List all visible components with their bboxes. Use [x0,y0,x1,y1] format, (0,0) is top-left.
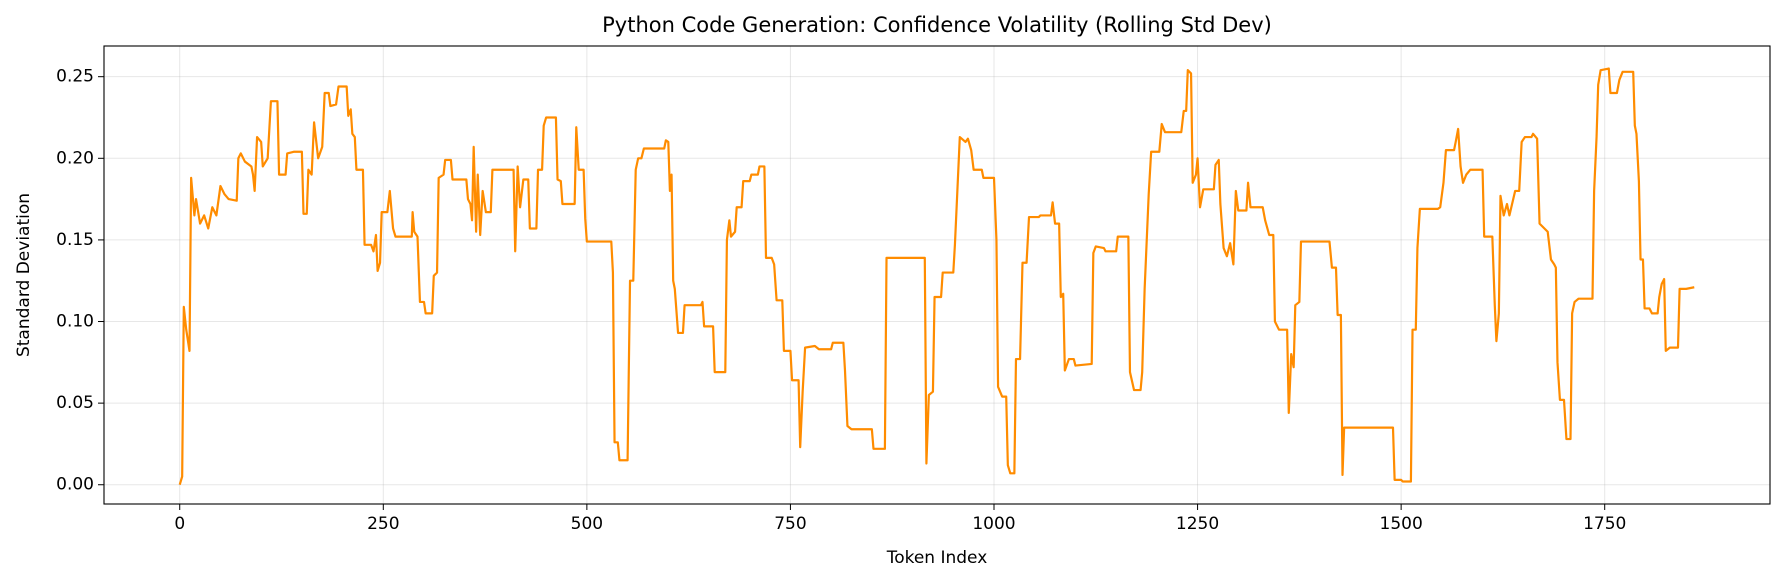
x-axis-label: Token Index [886,548,988,568]
y-tick-label: 0.20 [56,148,94,168]
x-tick-label: 1500 [1380,514,1423,534]
x-tick-label: 750 [774,514,806,534]
chart-title: Python Code Generation: Confidence Volat… [602,13,1272,37]
x-tick-label: 1000 [972,514,1015,534]
x-tick-label: 1250 [1176,514,1219,534]
plot-frame [103,45,1771,505]
y-tick-label: 0.00 [56,475,94,495]
x-tick-label: 1750 [1583,514,1626,534]
x-tick-label: 0 [174,514,185,534]
y-axis-label: Standard Deviation [14,193,34,357]
y-tick-label: 0.10 [56,312,94,332]
y-tick-label: 0.15 [56,230,94,250]
y-tick-label: 0.05 [56,393,94,413]
data-line [178,67,1695,486]
x-tick-label: 250 [367,514,399,534]
y-tick-label: 0.25 [56,67,94,87]
x-tick-label: 500 [571,514,603,534]
